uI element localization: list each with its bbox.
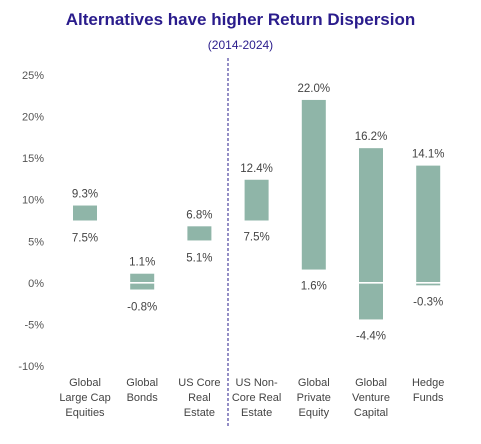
range-bar (416, 165, 441, 286)
low-value-label: 1.6% (301, 281, 327, 293)
high-value-label: 9.3% (72, 189, 98, 201)
category-label: Hedge Funds (412, 377, 444, 404)
category-label-line: Global (126, 377, 158, 389)
category-label-line: Private (297, 392, 331, 404)
range-bar (244, 179, 269, 221)
low-value-label: 5.1% (186, 252, 212, 264)
category-label-line: US Core (178, 377, 220, 389)
y-tick-label: 10% (22, 195, 44, 207)
chart-subtitle: (2014-2024) (207, 38, 274, 52)
high-value-label: 6.8% (186, 209, 212, 221)
category-label: US Non- Core Real Estate (232, 377, 282, 419)
category-label-line: Estate (241, 407, 272, 419)
low-value-label: 7.5% (72, 233, 98, 245)
category-label: Global Bonds (126, 377, 158, 404)
category-label-line: Bonds (127, 392, 159, 404)
range-bar (301, 99, 326, 270)
category-label-line: Global (355, 377, 387, 389)
category-label-line: Global (298, 377, 330, 389)
y-tick-label: 5% (28, 236, 44, 248)
category-label: Global Large Cap Equities (59, 377, 110, 419)
range-bar (359, 148, 383, 320)
high-value-label: 1.1% (129, 257, 155, 269)
category-label: Global Private Equity (297, 377, 331, 419)
category-label-line: US Non- (236, 377, 279, 389)
category-label-line: Global (69, 377, 101, 389)
category-label-line: Funds (413, 392, 444, 404)
low-value-label: -0.3% (413, 296, 443, 308)
range-bar (187, 226, 212, 241)
low-value-label: 7.5% (243, 232, 269, 244)
category-label-line: Core Real (232, 392, 282, 404)
y-tick-label: -10% (18, 361, 44, 373)
high-value-label: 22.0% (297, 83, 330, 95)
y-tick-label: -5% (24, 319, 44, 331)
high-value-label: 12.4% (240, 163, 273, 175)
category-label-line: Hedge (412, 377, 444, 389)
high-value-label: 14.1% (412, 149, 445, 161)
category-label-line: Capital (354, 407, 388, 419)
y-tick-label: 15% (22, 153, 44, 165)
category-label-line: Large Cap (59, 392, 110, 404)
category-label-line: Estate (184, 407, 215, 419)
low-value-label: -0.8% (127, 302, 157, 314)
y-tick-label: 0% (28, 278, 44, 290)
category-label-line: Venture (352, 392, 390, 404)
category-label-line: Equities (65, 407, 105, 419)
category-label-line: Real (188, 392, 211, 404)
y-tick-label: 20% (22, 112, 44, 124)
high-value-label: 16.2% (355, 131, 388, 143)
y-tick-label: 25% (22, 70, 44, 82)
range-bar (73, 205, 97, 221)
category-label: Global Venture Capital (352, 377, 390, 419)
category-label: US Core Real Estate (178, 377, 220, 419)
range-bar (130, 273, 155, 290)
low-value-label: -4.4% (356, 330, 386, 342)
chart-title: Alternatives have higher Return Dispersi… (65, 10, 416, 29)
category-label-line: Equity (299, 407, 330, 419)
